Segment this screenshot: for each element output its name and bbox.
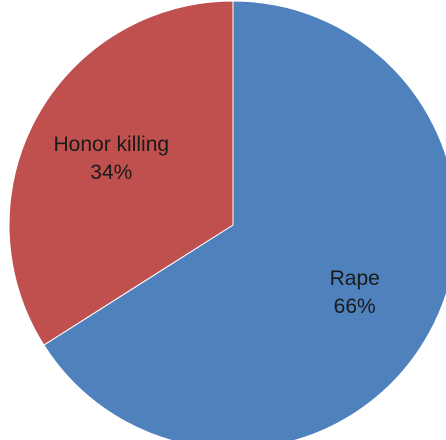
pie-slice-honor-killing <box>8 0 234 346</box>
pie-slices <box>8 0 446 440</box>
slice-label-honor-killing: Honor killing <box>54 133 170 156</box>
slice-percent-rape: 66% <box>334 295 376 318</box>
slice-label-rape: Rape <box>330 267 380 290</box>
slice-percent-honor-killing: 34% <box>90 161 132 184</box>
pie-slice-rape <box>43 0 446 440</box>
pie-labels: Rape 66% Honor killing 34% <box>54 133 380 318</box>
